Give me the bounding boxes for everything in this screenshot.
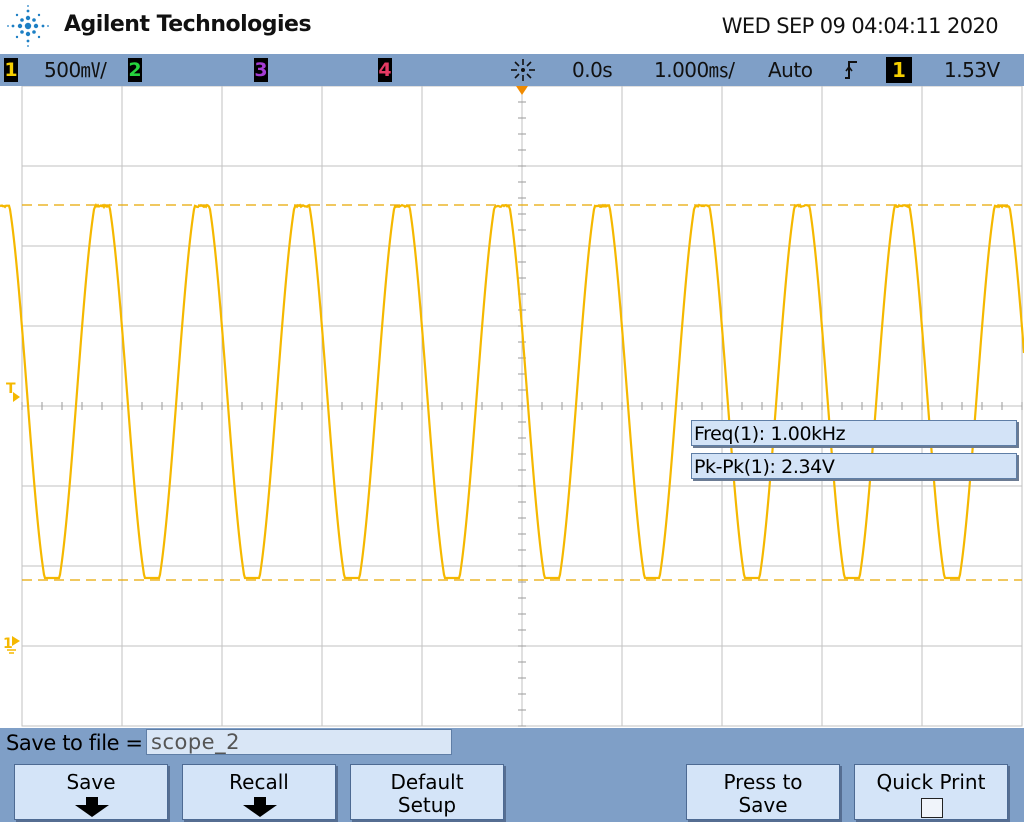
softkey-label: Press to bbox=[687, 771, 839, 794]
graticule: T1 bbox=[0, 86, 1024, 728]
softkey-label: Recall bbox=[183, 771, 335, 794]
filename-field[interactable]: scope_2 bbox=[146, 729, 452, 755]
softkey-label: Save bbox=[15, 771, 167, 794]
softkey-label-line2: Save bbox=[687, 794, 839, 817]
waveform-display[interactable]: T1 bbox=[0, 86, 1024, 728]
status-bar: 1 500㎷/ 2 3 4 0.0s 1.000㎳/ Auto 1 1.53V bbox=[0, 54, 1024, 86]
agilent-logo-icon bbox=[6, 4, 50, 48]
channel-1-scale: 500㎷/ bbox=[44, 57, 106, 83]
channel-1-trace bbox=[0, 205, 1024, 578]
grid-lines bbox=[22, 86, 1022, 726]
timebase-scale: 1.000㎳/ bbox=[654, 57, 735, 83]
save-file-row: Save to file = scope_2 bbox=[0, 728, 1024, 758]
waveform-line bbox=[0, 205, 1024, 578]
softkey-label-line2: Setup bbox=[351, 794, 503, 817]
header-bar: Agilent Technologies WED SEP 09 04:04:11… bbox=[0, 0, 1024, 54]
run-indicator-icon bbox=[507, 56, 539, 84]
trigger-mode: Auto bbox=[768, 57, 812, 83]
channel-4-indicator[interactable]: 4 bbox=[378, 58, 392, 82]
trigger-source: 1 bbox=[886, 57, 912, 83]
recall-softkey[interactable]: Recall bbox=[182, 764, 336, 820]
channel-1-indicator[interactable]: 1 bbox=[4, 58, 18, 82]
brand-name: Agilent Technologies bbox=[64, 12, 311, 37]
date-time: WED SEP 09 04:04:11 2020 bbox=[722, 14, 998, 38]
press-to-save-softkey[interactable]: Press to Save bbox=[686, 764, 840, 820]
save-to-file-label: Save to file = bbox=[6, 730, 143, 756]
channel-3-indicator[interactable]: 3 bbox=[254, 58, 268, 82]
softkey-label: Default bbox=[351, 771, 503, 794]
default-setup-softkey[interactable]: Default Setup bbox=[350, 764, 504, 820]
ground-marker-arrow bbox=[12, 636, 20, 646]
quick-print-softkey[interactable]: Quick Print bbox=[854, 764, 1008, 820]
down-arrow-icon bbox=[75, 797, 109, 817]
save-softkey[interactable]: Save bbox=[14, 764, 168, 820]
horizontal-delay: 0.0s bbox=[572, 57, 612, 83]
measurement-peak-to-peak: Pk-Pk(1): 2.34V bbox=[691, 453, 1017, 479]
down-arrow-icon bbox=[243, 797, 277, 817]
softkey-bar: Save Recall Default Setup Press to Save … bbox=[0, 758, 1024, 822]
checkbox-icon[interactable] bbox=[921, 798, 943, 818]
trigger-level: 1.53V bbox=[944, 57, 1000, 83]
display-markers: T1 bbox=[3, 86, 528, 653]
trigger-level-arrow bbox=[13, 392, 20, 402]
trigger-position-marker bbox=[516, 86, 528, 95]
softkey-label: Quick Print bbox=[855, 771, 1007, 794]
rising-edge-icon bbox=[844, 61, 858, 79]
measurement-frequency: Freq(1): 1.00kHz bbox=[691, 420, 1017, 446]
channel-2-indicator[interactable]: 2 bbox=[128, 58, 142, 82]
